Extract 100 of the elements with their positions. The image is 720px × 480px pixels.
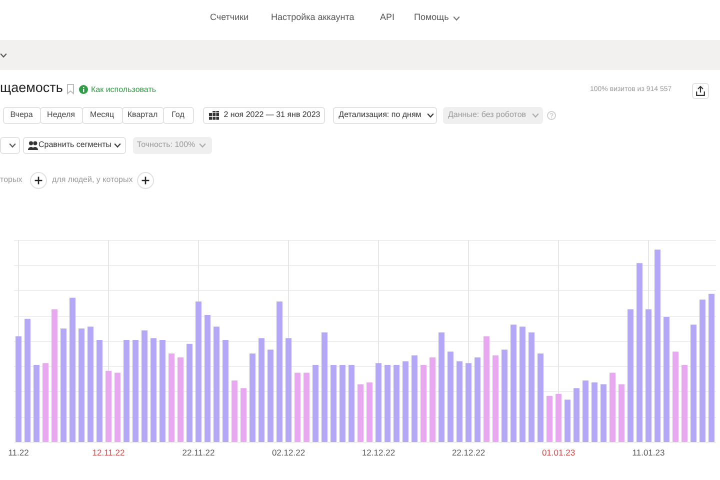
text: Данные: без роботов <box>448 110 526 120</box>
bar <box>700 300 706 442</box>
bar <box>610 372 616 442</box>
bar <box>384 365 390 442</box>
bar <box>304 372 310 442</box>
bar <box>196 302 202 442</box>
bar <box>366 382 372 442</box>
text: Год <box>172 110 184 120</box>
bar <box>150 338 156 442</box>
bar <box>420 365 426 442</box>
x-tick-label: 11.01.23 <box>632 448 665 458</box>
text: торых <box>0 175 22 185</box>
x-tick-label: 11.22 <box>8 448 30 458</box>
bar <box>600 384 606 442</box>
x-tick-label: 12.12.22 <box>362 448 396 458</box>
bar <box>672 352 678 442</box>
text: Месяц <box>90 110 114 120</box>
bar <box>474 357 480 442</box>
bar <box>654 250 660 442</box>
bar <box>142 330 148 442</box>
bar <box>528 332 534 442</box>
bar <box>330 365 336 442</box>
bar <box>664 316 670 442</box>
bar <box>484 336 490 442</box>
bar <box>232 380 238 442</box>
text: Сравнить сегменты <box>38 140 112 150</box>
bar <box>376 363 382 442</box>
bar <box>24 318 30 442</box>
text: Помощь <box>414 12 449 23</box>
text: Настройка аккаунта <box>271 12 354 23</box>
bar <box>312 365 318 442</box>
bar <box>502 350 508 442</box>
text: Неделя <box>47 110 75 120</box>
bar <box>340 365 346 442</box>
x-tick-label: 02.12.22 <box>272 448 306 458</box>
bar <box>412 355 418 442</box>
bar <box>124 340 130 442</box>
bar <box>628 309 634 442</box>
bar <box>132 340 138 442</box>
bar <box>448 352 454 442</box>
bar <box>456 361 462 442</box>
text: Вчера <box>10 110 33 120</box>
bar <box>618 384 624 442</box>
text: Точность: 100% <box>136 140 196 150</box>
bar <box>78 328 84 442</box>
x-tick-label: 22.12.22 <box>452 448 486 458</box>
bar <box>114 372 120 442</box>
bar <box>574 388 580 442</box>
bar <box>646 309 652 442</box>
text: Детализация: по дням <box>338 110 422 120</box>
chart-title: щаемость <box>0 80 63 96</box>
bar <box>250 354 256 442</box>
bar <box>492 355 498 442</box>
bar <box>16 336 22 442</box>
bar <box>538 354 544 442</box>
bar <box>88 326 94 442</box>
bar <box>394 365 400 442</box>
text: для людей, у которых <box>52 175 133 185</box>
bar <box>186 344 192 442</box>
bar <box>106 370 112 442</box>
bar <box>348 365 354 442</box>
bar <box>294 372 300 442</box>
bar <box>222 340 228 442</box>
bar <box>168 354 174 442</box>
bar <box>204 315 210 442</box>
bar <box>520 326 526 442</box>
bar <box>546 396 552 442</box>
bar <box>708 294 714 442</box>
text: Квартал <box>127 110 158 120</box>
bar <box>690 324 696 442</box>
bar <box>276 302 282 442</box>
bar <box>510 324 516 442</box>
bar <box>34 365 40 442</box>
bar <box>60 328 66 442</box>
bar <box>70 298 76 442</box>
bar <box>42 363 48 442</box>
bar <box>402 361 408 442</box>
x-tick-label: 12.11.22 <box>92 448 125 458</box>
bar <box>582 380 588 442</box>
text: Как использовать <box>91 84 156 94</box>
bar <box>258 338 264 442</box>
bar <box>240 388 246 442</box>
bar <box>682 365 688 442</box>
bar <box>178 357 184 442</box>
bar <box>52 309 58 442</box>
bar <box>358 384 364 442</box>
bar <box>268 350 274 442</box>
bar <box>96 340 102 442</box>
bar <box>592 382 598 442</box>
bar <box>430 357 436 442</box>
text: API <box>380 12 395 23</box>
bar <box>438 332 444 442</box>
x-tick-label: 22.11.22 <box>182 448 215 458</box>
bar <box>160 340 166 442</box>
bar <box>556 394 562 442</box>
bar <box>214 326 220 442</box>
x-tick-label: 01.01.23 <box>542 448 576 458</box>
bar <box>322 332 328 442</box>
bar <box>564 400 570 442</box>
text: 2 ноя 2022 — 31 янв 2023 <box>224 110 320 120</box>
